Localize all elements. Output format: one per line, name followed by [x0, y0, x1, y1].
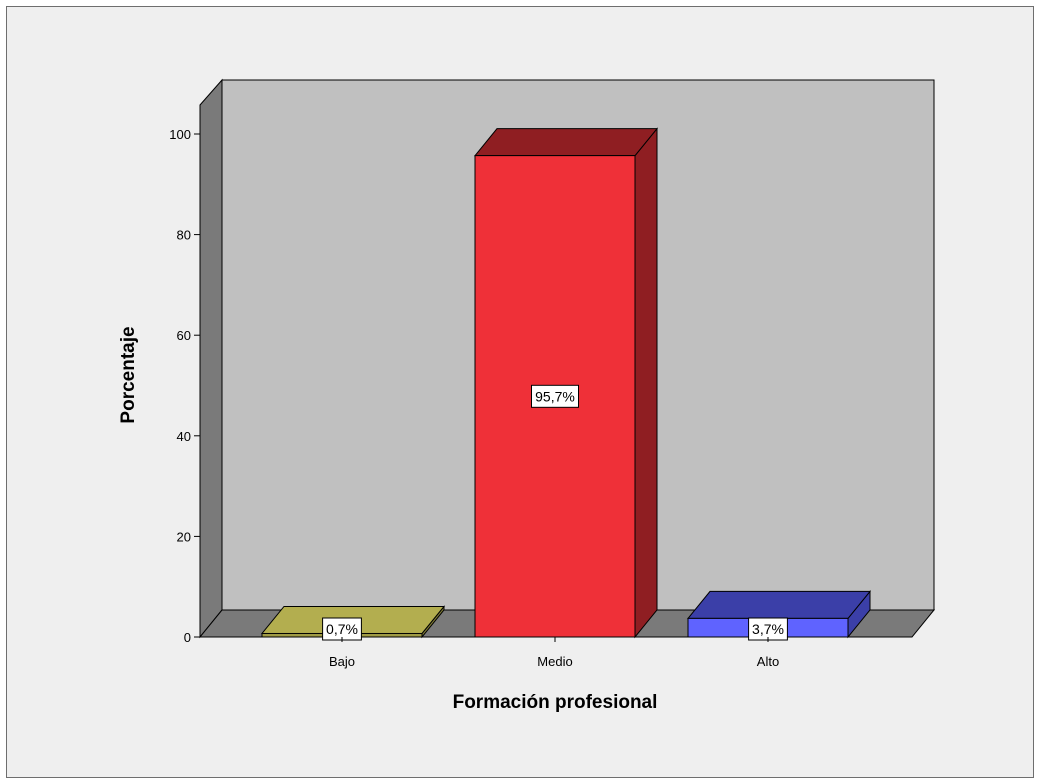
- y-tick-label: 20: [177, 529, 191, 544]
- bar-top-alto: [686, 590, 872, 619]
- data-label: 95,7%: [535, 388, 575, 404]
- bar-side-medio: [634, 127, 658, 639]
- y-axis-title: Porcentaje: [118, 326, 139, 423]
- x-tick-label: Bajo: [329, 654, 355, 669]
- x-axis-ticks: Bajo Medio Alto: [329, 637, 779, 669]
- x-axis-title: Formación profesional: [453, 692, 658, 713]
- data-label: 0,7%: [326, 621, 358, 637]
- bar-top-medio: [473, 128, 659, 157]
- y-tick-label: 0: [184, 630, 191, 645]
- y-axis-ticks: 0 20 40 60 80 100: [169, 127, 200, 645]
- data-label-box: [531, 384, 579, 408]
- left-wall: [199, 78, 223, 639]
- x-tick-label: Medio: [537, 654, 572, 669]
- y-tick-label: 60: [177, 328, 191, 343]
- x-tick-label: Alto: [757, 654, 779, 669]
- y-tick-label: 40: [177, 429, 191, 444]
- data-label: 3,7%: [752, 621, 784, 637]
- y-tick-label: 100: [169, 127, 191, 142]
- y-tick-label: 80: [177, 228, 191, 243]
